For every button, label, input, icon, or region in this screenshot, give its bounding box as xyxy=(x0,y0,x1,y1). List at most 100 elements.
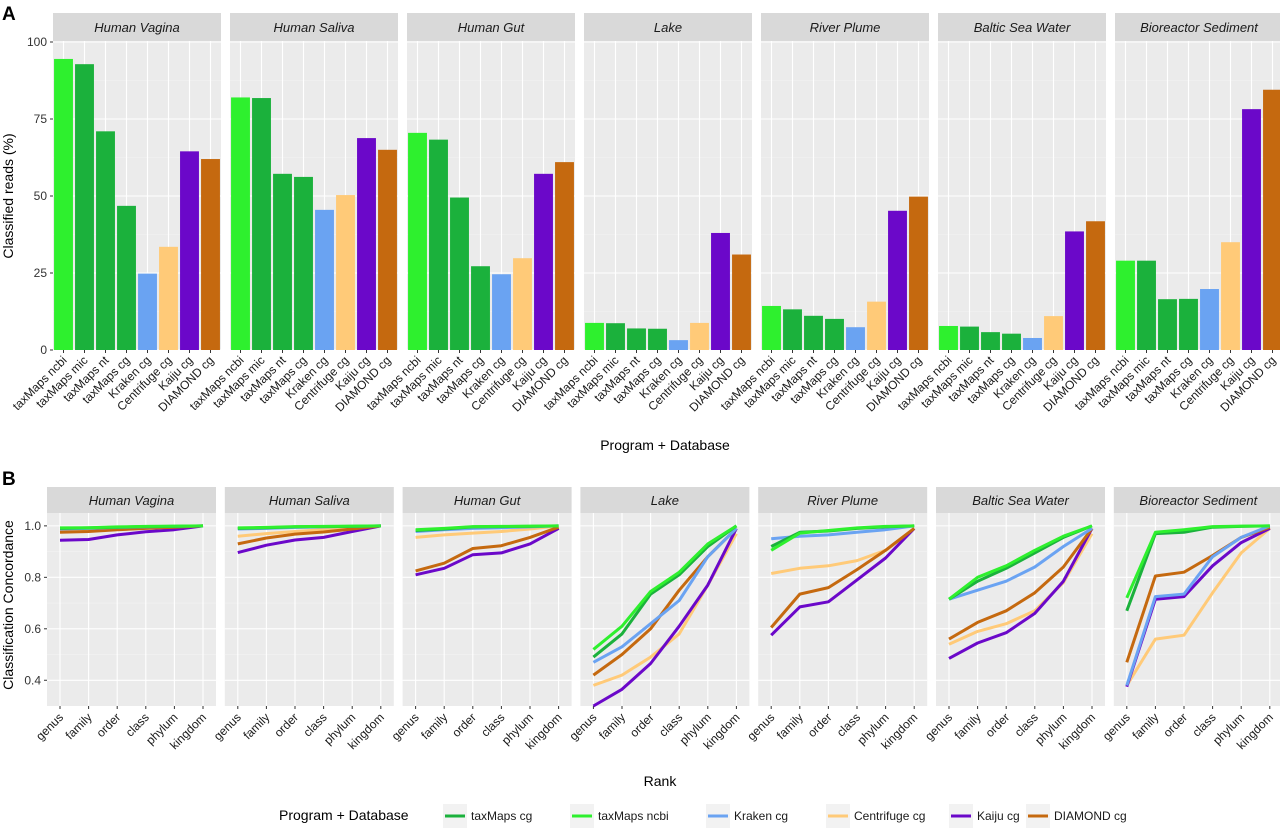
panel-a-tag: A xyxy=(2,4,16,25)
line-x-tick-label: family xyxy=(596,710,628,742)
facet-strip xyxy=(224,487,394,513)
panel-b-tag: B xyxy=(2,469,16,490)
facet-strip-label: Human Gut xyxy=(458,20,526,35)
line-x-tick-label: family xyxy=(774,710,806,742)
bar-centrifuge-cg xyxy=(1044,316,1063,350)
series-line-taxmaps-ncbi xyxy=(592,524,738,651)
bar-taxmaps-mic xyxy=(606,323,625,350)
facet-plot-area xyxy=(224,513,394,706)
line-x-tick-label: genus xyxy=(211,710,244,743)
bar-kaiju-cg xyxy=(711,232,730,350)
bar-chart-y-axis-title: Classified reads (%) xyxy=(0,133,16,258)
series-line-kaiju-cg xyxy=(592,527,738,708)
line-x-tick-label: family xyxy=(418,710,450,742)
line-x-tick-label: order xyxy=(1160,710,1190,740)
bar-centrifuge-cg xyxy=(336,195,355,350)
facet-strip-label: Bioreactor Sediment xyxy=(1140,20,1259,35)
bar-taxmaps-cg xyxy=(648,328,667,350)
series-line-diamond-cg xyxy=(770,527,916,629)
bar-taxmaps-mic xyxy=(252,98,271,350)
bar-centrifuge-cg xyxy=(867,301,886,350)
series-line-diamond-cg xyxy=(948,527,1094,641)
facet-strip xyxy=(47,487,216,513)
bar-taxmaps-nt xyxy=(804,315,823,350)
line-x-tick-label: family xyxy=(952,710,984,742)
bar-kaiju-cg xyxy=(357,138,376,350)
bar-taxmaps-mic xyxy=(783,309,802,350)
bar-kraken-cg xyxy=(846,327,865,350)
bar-taxmaps-cg xyxy=(294,176,313,350)
bar-taxmaps-mic xyxy=(429,139,448,350)
bar-diamond-cg xyxy=(555,162,574,350)
bar-kraken-cg xyxy=(1023,337,1042,350)
bar-y-tick-label: 100 xyxy=(27,35,47,49)
bar-taxmaps-ncbi xyxy=(585,322,604,350)
facet-strip xyxy=(758,487,928,513)
facet-strip-label: Baltic Sea Water xyxy=(974,20,1071,35)
legend-label-kaiju-cg: Kaiju cg xyxy=(977,809,1020,823)
line-y-tick-label: 0.6 xyxy=(24,622,41,636)
facet-strip xyxy=(761,13,929,41)
bar-centrifuge-cg xyxy=(1221,242,1240,350)
bar-taxmaps-ncbi xyxy=(231,97,250,350)
bar-kraken-cg xyxy=(669,340,688,350)
legend-label-taxmaps-cg: taxMaps cg xyxy=(471,809,532,823)
bar-centrifuge-cg xyxy=(690,322,709,350)
bar-taxmaps-cg xyxy=(1179,298,1198,350)
bar-diamond-cg xyxy=(1263,89,1280,351)
facet-strip-label: River Plume xyxy=(810,20,881,35)
bar-taxmaps-ncbi xyxy=(54,58,73,350)
line-x-tick-label: order xyxy=(449,710,479,740)
bar-kaiju-cg xyxy=(534,173,553,350)
facet-strip-label: Human Gut xyxy=(454,493,522,508)
bar-taxmaps-cg xyxy=(117,205,136,350)
legend-label-kraken-cg: Kraken cg xyxy=(734,809,788,823)
bar-kaiju-cg xyxy=(888,210,907,350)
bar-centrifuge-cg xyxy=(513,258,532,350)
facet-strip-label: Lake xyxy=(654,20,682,35)
facet-plot-area xyxy=(936,513,1105,706)
line-x-tick-label: genus xyxy=(922,710,955,743)
series-line-taxmaps-ncbi xyxy=(237,524,381,530)
facet-strip-label: Human Saliva xyxy=(274,20,355,35)
bar-diamond-cg xyxy=(909,196,928,350)
bar-taxmaps-nt xyxy=(1158,299,1177,350)
bar-taxmaps-cg xyxy=(825,318,844,350)
bar-taxmaps-nt xyxy=(450,197,469,350)
facet-strip xyxy=(407,13,575,41)
facet-strip xyxy=(936,487,1105,513)
bar-kaiju-cg xyxy=(1065,231,1084,350)
line-chart-y-axis-title: Classification Concordance xyxy=(0,520,16,690)
line-y-tick-label: 0.8 xyxy=(24,570,41,584)
line-x-tick-label: genus xyxy=(33,710,66,743)
series-line-centrifuge-cg xyxy=(415,524,559,539)
series-line-centrifuge-cg xyxy=(1125,527,1271,687)
bar-taxmaps-nt xyxy=(981,332,1000,350)
facet-strip-label: River Plume xyxy=(807,493,878,508)
bar-kraken-cg xyxy=(492,274,511,350)
bar-y-tick-label: 75 xyxy=(34,112,48,126)
legend-title: Program + Database xyxy=(279,807,409,823)
bar-taxmaps-cg xyxy=(1002,333,1021,350)
line-x-tick-label: family xyxy=(240,710,272,742)
bar-taxmaps-ncbi xyxy=(939,325,958,350)
facet-strip-label: Human Vagina xyxy=(94,20,180,35)
line-x-tick-label: family xyxy=(63,710,95,742)
line-x-tick-label: order xyxy=(983,710,1013,740)
series-line-kraken-cg xyxy=(1125,524,1271,686)
line-chart-x-axis-title: Rank xyxy=(644,773,678,789)
line-x-tick-label: genus xyxy=(389,710,422,743)
line-x-tick-label: family xyxy=(1129,710,1161,742)
line-y-tick-label: 1.0 xyxy=(24,519,41,533)
facet-strip xyxy=(580,487,750,513)
series-line-kraken-cg xyxy=(948,527,1093,601)
facet-strip xyxy=(938,13,1106,41)
